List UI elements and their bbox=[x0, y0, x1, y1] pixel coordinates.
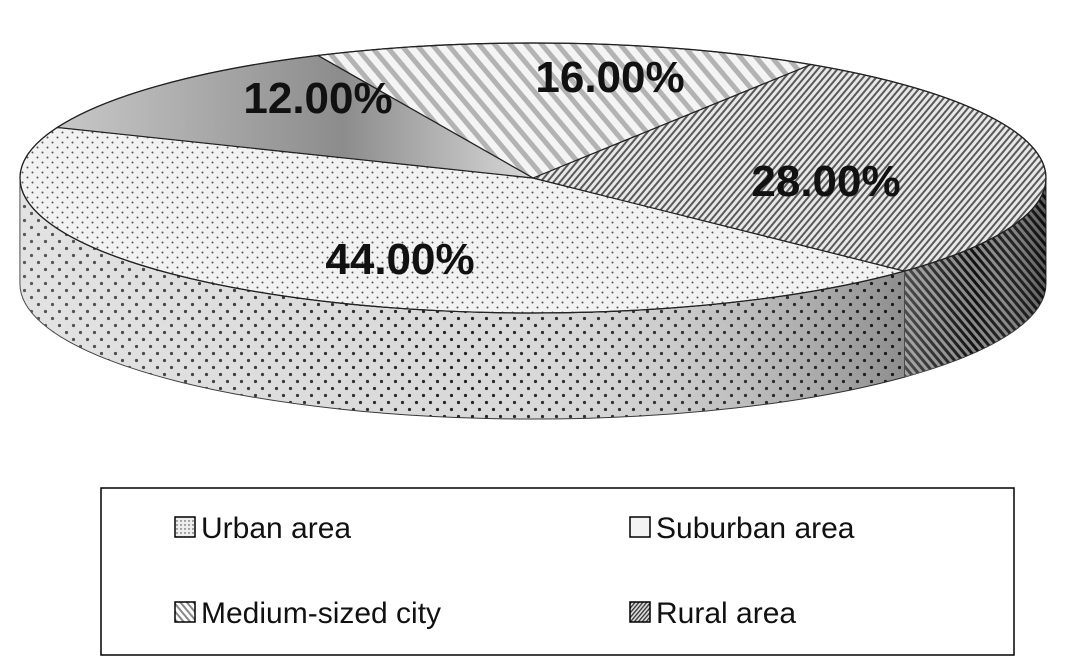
legend: Urban area Suburban area Medium-sized ci… bbox=[100, 487, 1015, 656]
legend-swatch-suburban bbox=[629, 516, 651, 538]
legend-label-rural: Rural area bbox=[656, 597, 796, 630]
legend-label-urban: Urban area bbox=[201, 512, 351, 545]
slice-label-medium-city: 16.00% bbox=[535, 53, 684, 102]
pie-side-shade-urban bbox=[20, 178, 905, 420]
legend-item-rural: Rural area bbox=[629, 597, 796, 630]
slice-label-rural: 28.00% bbox=[751, 157, 900, 206]
pie-labels: 44.00% 12.00% 16.00% 28.00% bbox=[243, 53, 900, 284]
legend-label-medium-city: Medium-sized city bbox=[201, 597, 441, 630]
legend-border bbox=[100, 487, 1015, 656]
legend-item-suburban: Suburban area bbox=[629, 512, 855, 545]
slice-label-urban: 44.00% bbox=[325, 235, 474, 284]
legend-swatch-medium-city bbox=[174, 601, 196, 623]
pie-top-edge bbox=[19, 42, 1047, 314]
slice-label-suburban: 12.00% bbox=[243, 74, 392, 123]
pie-top bbox=[19, 42, 1047, 314]
legend-item-urban: Urban area bbox=[174, 512, 351, 545]
legend-label-suburban: Suburban area bbox=[656, 512, 855, 545]
legend-swatch-rural bbox=[629, 601, 651, 623]
legend-item-medium-city: Medium-sized city bbox=[174, 597, 441, 630]
legend-swatch-urban bbox=[174, 516, 196, 538]
